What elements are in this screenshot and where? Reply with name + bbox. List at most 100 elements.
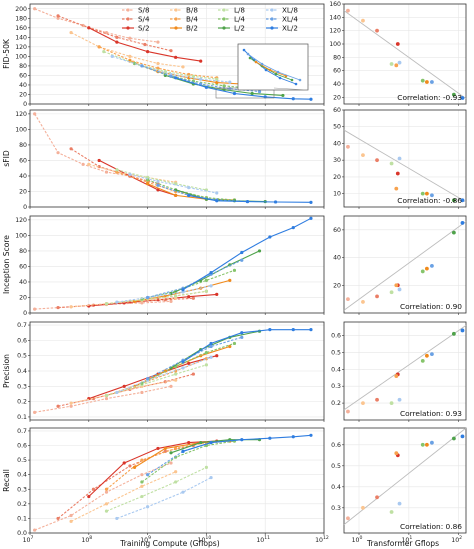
data-point-b-2 (215, 80, 219, 85)
data-point-xl-4 (257, 90, 262, 94)
data-point-s-8 (81, 162, 85, 166)
data-point-xl-8 (115, 300, 119, 304)
data-point-l-2 (257, 249, 262, 253)
y-tick-label: 80 (19, 248, 27, 255)
y-tick-label: 20 (19, 91, 27, 98)
legend-marker (222, 8, 226, 12)
y-tick-label: 160 (329, 1, 341, 8)
data-point-s-4 (191, 296, 195, 300)
data-point-xl-8 (146, 505, 150, 509)
data-point-s-2 (174, 55, 178, 59)
scatter-point-xl-8 (397, 287, 402, 292)
data-point-s-8 (81, 23, 85, 28)
scatter-point-b-2 (424, 191, 429, 196)
data-point-l-8 (191, 74, 195, 78)
series-line-xl-2 (182, 217, 312, 291)
trend-line (343, 221, 467, 311)
legend-label: XL/8 (282, 6, 298, 15)
y-tick-label: 40 (19, 173, 27, 180)
data-point-s-2 (187, 361, 191, 365)
y-tick-label: 0.4 (17, 368, 27, 375)
series-line-xl-8 (129, 173, 217, 194)
inset-point (294, 82, 298, 86)
legend-marker (270, 26, 274, 30)
scatter-point-b-4 (394, 374, 399, 378)
data-point-s-8 (104, 170, 109, 174)
legend-label: L/2 (234, 24, 245, 33)
legend-marker (174, 17, 178, 21)
data-point-s-8 (140, 301, 144, 305)
data-point-xl-8 (181, 366, 185, 370)
legend-marker (270, 8, 274, 12)
panel-sfid-scatter: 10 20 30 40 50 60 Correlation: -0.86 (333, 107, 467, 209)
series-line-xl-8 (116, 477, 212, 519)
data-point-xl-4 (240, 258, 244, 262)
y-tick-label: 20 (19, 188, 27, 195)
y-axis-label: Inception Score (2, 235, 11, 294)
data-point-s-8 (33, 410, 37, 414)
inset-point (246, 52, 250, 56)
data-point-xl-2 (309, 433, 313, 437)
panel-fid-50k-curves: 0 20 40 60 80 100 120 140 160 180 200 FID-50K (2, 3, 325, 108)
data-point-xl-2 (240, 250, 244, 255)
y-tick-label: 0.5 (17, 353, 27, 360)
inset-connector (215, 87, 239, 91)
data-point-s-8 (140, 473, 144, 477)
y-tick-label: 40 (19, 279, 27, 286)
panel-inception-score-scatter: 20 40 60 Correlation: 0.90 (333, 215, 467, 315)
data-point-l-2 (250, 91, 254, 96)
trend-line (343, 129, 467, 203)
y-tick-label: 60 (333, 107, 341, 114)
scatter-point-l-4 (420, 442, 425, 447)
y-tick-label: 40 (333, 81, 341, 88)
scatter-point-l-8 (389, 290, 394, 295)
data-point-l-2 (281, 93, 285, 98)
y-tick-label: 0.4 (331, 484, 341, 491)
data-point-xl-2 (209, 440, 213, 445)
left-x-axis-label: Training Compute (Gflops) (119, 539, 219, 548)
y-tick-label: 80 (333, 54, 341, 61)
legend-label: XL/4 (282, 15, 298, 24)
data-point-s-2 (156, 298, 160, 302)
y-axis-label: sFID (2, 150, 11, 167)
scatter-point-l-2 (451, 331, 456, 336)
y-axis-label: Recall (2, 469, 11, 492)
data-point-xl-2 (240, 331, 244, 335)
inset-point (278, 76, 282, 80)
inset-series-line (247, 53, 301, 81)
y-tick-label: 0.3 (331, 505, 341, 512)
panel-frame (343, 109, 467, 208)
legend-marker (270, 17, 274, 21)
data-point-s-4 (56, 516, 60, 521)
y-tick-label: 0.6 (17, 337, 27, 344)
x-tick-label: 108 (81, 535, 92, 544)
data-point-l-4 (232, 268, 237, 272)
inset-connector (273, 87, 309, 91)
data-point-b-2 (146, 182, 150, 186)
scatter-point-s-4 (375, 28, 379, 33)
data-point-s-8 (169, 384, 173, 388)
scatter-point-l-4 (420, 269, 425, 274)
panel-fid-50k-scatter: 20 40 60 80 100 120 140 160 Correlation: -0.93 (329, 1, 467, 106)
series-line-b-8 (70, 379, 176, 404)
series-line-b-4 (98, 46, 217, 79)
legend-marker (126, 17, 130, 21)
data-point-s-8 (169, 299, 173, 303)
trend-line (343, 325, 467, 411)
y-tick-label: 0.2 (17, 501, 27, 508)
panel-frame (343, 321, 467, 421)
y-tick-label: 140 (329, 14, 341, 21)
data-point-l-8 (204, 363, 208, 367)
data-point-xl-2 (209, 271, 213, 275)
data-point-s-4 (91, 487, 96, 491)
data-point-xl-2 (309, 328, 313, 332)
data-point-xl-2 (181, 360, 185, 364)
scatter-point-s-2 (395, 42, 400, 46)
data-point-l-4 (232, 341, 237, 346)
y-tick-label: 60 (19, 157, 27, 164)
scatter-point-l-2 (451, 198, 456, 203)
legend-marker (174, 8, 178, 12)
data-point-s-2 (215, 354, 219, 358)
data-point-b-8 (104, 502, 109, 506)
scatter-point-b-8 (361, 401, 365, 406)
